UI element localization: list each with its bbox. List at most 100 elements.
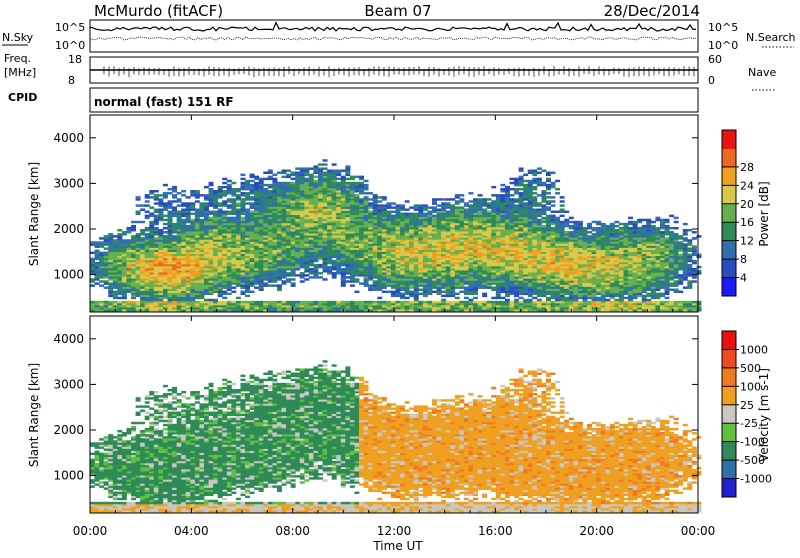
power-cell xyxy=(154,202,159,204)
power-cell xyxy=(154,208,159,210)
power-cell xyxy=(437,198,442,200)
power-cell xyxy=(382,196,387,198)
power-cell xyxy=(177,211,182,213)
power-cell xyxy=(213,190,218,192)
power-cell xyxy=(149,190,154,192)
power-cell xyxy=(464,286,469,288)
power-cell xyxy=(172,200,177,202)
power-cell xyxy=(263,172,268,174)
power-cell xyxy=(145,204,150,206)
power-cell xyxy=(204,194,209,196)
power-cell xyxy=(295,172,300,174)
power-cell xyxy=(222,186,227,188)
power-cell xyxy=(455,297,460,299)
power-cell xyxy=(122,239,127,241)
power-cell xyxy=(136,211,141,213)
power-cell xyxy=(131,235,136,237)
power-cell xyxy=(459,198,464,200)
power-cell xyxy=(427,211,432,213)
power-cell xyxy=(218,202,223,204)
power-cell xyxy=(409,206,414,208)
power-cell xyxy=(282,182,287,184)
power-cell xyxy=(450,301,455,303)
power-cell xyxy=(391,291,396,293)
power-cell xyxy=(286,169,291,171)
power-cell xyxy=(396,204,401,206)
power-cell xyxy=(386,301,391,303)
power-cell xyxy=(190,219,195,221)
power-cell xyxy=(478,301,483,303)
power-cell xyxy=(487,202,492,204)
power-cell xyxy=(464,297,469,299)
power-cell xyxy=(391,206,396,208)
nsearch-trace xyxy=(90,37,696,40)
power-cell xyxy=(291,178,296,180)
power-cell xyxy=(441,198,446,200)
power-cell xyxy=(368,202,373,204)
power-cell xyxy=(240,178,245,180)
power-cell xyxy=(282,301,287,303)
power-cell xyxy=(468,204,473,206)
freq-strip: Freq. [MHz] 18 8 60 0 Nave xyxy=(4,52,776,90)
power-cell xyxy=(108,301,113,303)
power-cell xyxy=(263,301,268,303)
power-cell xyxy=(418,289,423,291)
power-cell xyxy=(149,206,154,208)
power-cell xyxy=(345,178,350,180)
power-cell xyxy=(231,291,236,293)
power-cell xyxy=(519,297,524,299)
power-cell xyxy=(113,301,118,303)
power-cell xyxy=(250,291,255,293)
power-cell xyxy=(163,202,168,204)
power-cell xyxy=(282,169,287,171)
power-cell xyxy=(218,301,223,303)
power-cell xyxy=(514,204,519,206)
power-cell xyxy=(163,184,168,186)
power-cell xyxy=(282,280,287,282)
date-title: 28/Dec/2014 xyxy=(604,2,700,20)
power-cell xyxy=(318,264,323,266)
power-cell xyxy=(332,260,337,262)
power-cell xyxy=(104,247,109,249)
power-cell xyxy=(519,188,524,190)
power-cell xyxy=(304,178,309,180)
power-cell xyxy=(373,194,378,196)
power-cell xyxy=(341,268,346,270)
power-cell xyxy=(368,301,373,303)
power-cell xyxy=(254,182,259,184)
power-cell xyxy=(154,215,159,217)
power-cell xyxy=(145,200,150,202)
power-cell xyxy=(177,192,182,194)
power-cell xyxy=(291,182,296,184)
power-cell xyxy=(332,163,337,165)
power-cell xyxy=(240,174,245,176)
power-cell xyxy=(500,194,505,196)
power-cell xyxy=(117,233,122,235)
power-data-cells xyxy=(90,159,701,311)
power-cell xyxy=(291,301,296,303)
power-cell xyxy=(190,190,195,192)
power-cell xyxy=(405,301,410,303)
power-cell xyxy=(514,188,519,190)
power-cell xyxy=(272,178,277,180)
power-cell xyxy=(396,301,401,303)
power-cell xyxy=(277,301,282,303)
power-cell xyxy=(163,235,168,237)
power-cell xyxy=(441,202,446,204)
power-cell xyxy=(405,208,410,210)
power-cell xyxy=(268,301,273,303)
power-cell xyxy=(104,280,109,282)
power-cell xyxy=(382,301,387,303)
power-cell xyxy=(427,301,432,303)
power-cell xyxy=(140,221,145,223)
power-cell xyxy=(126,227,131,229)
power-cell xyxy=(222,178,227,180)
nave-tick-bottom: 0 xyxy=(708,74,715,87)
power-cell xyxy=(345,276,350,278)
power-cell xyxy=(510,198,515,200)
power-cell xyxy=(131,221,136,223)
power-cell xyxy=(195,301,200,303)
power-cell xyxy=(414,213,419,215)
power-cell xyxy=(245,202,250,204)
power-cell xyxy=(491,194,496,196)
